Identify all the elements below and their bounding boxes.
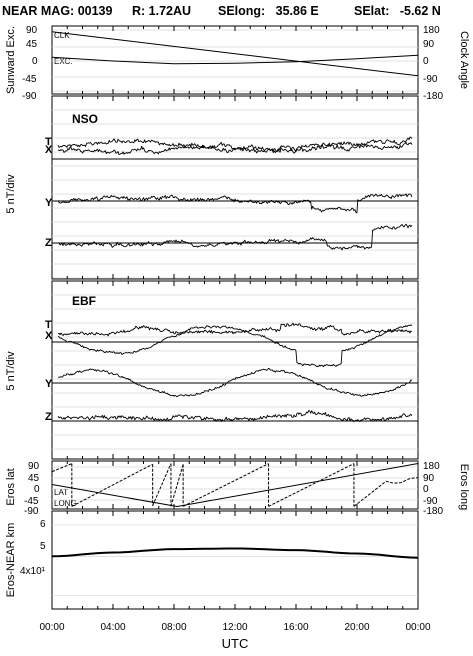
- position-series-line-long-5: [268, 463, 355, 507]
- position-series-line-long-6: [353, 477, 419, 507]
- distance-series-line: [51, 547, 419, 559]
- ebf-trace-t: [57, 322, 413, 337]
- ebf-trace-x: [57, 324, 413, 368]
- header-selong: SElong: 35.86 E: [218, 4, 319, 18]
- x-axis-label: UTC: [222, 636, 249, 651]
- position-series-label-lat: LAT: [54, 488, 68, 497]
- sunward-series-line-exc: [51, 54, 419, 65]
- position-series-line-long-4: [182, 463, 269, 507]
- distance-ylabel: Eros-NEAR km: [5, 523, 17, 598]
- nso-channel-t: T: [45, 136, 52, 148]
- sunward-ytick-left-1: 45: [26, 39, 38, 50]
- ebf-channel-y: Y: [45, 378, 53, 390]
- header-r: R: 1.72AU: [132, 4, 191, 18]
- ebf-trace-y: [58, 368, 413, 398]
- nso-channel-z: Z: [45, 237, 52, 249]
- nso-trace-x: [57, 141, 413, 155]
- position-series-line-long-2: [152, 463, 172, 506]
- position-ytick-right-2: 0: [423, 484, 429, 495]
- sunward-ylabel-left: Sunward Exc.: [5, 26, 17, 94]
- panel-nso-frame: [51, 95, 419, 280]
- distance-ytick-0: 6: [40, 519, 46, 530]
- ebf-plot: [51, 281, 419, 459]
- position-series-line-long-1: [71, 463, 153, 507]
- sunward-series-label-clk: CLK: [54, 31, 70, 40]
- sunward-ytick-right-1: 90: [423, 39, 435, 50]
- position-ylabel-left: Eros lat: [5, 468, 17, 505]
- sunward-series-label-exc: EXC.: [54, 57, 73, 66]
- ebf-trace-z: [57, 410, 413, 423]
- x-tick-label-3: 12:00: [222, 622, 247, 633]
- nso-channel-y: Y: [45, 197, 53, 209]
- position-ytick-right-0: 180: [423, 461, 440, 472]
- sunward-ytick-right-0: 180: [423, 25, 440, 36]
- x-tick-label-0: 00:00: [39, 622, 64, 633]
- nso-ylabel: 5 nT/div: [5, 174, 17, 214]
- distance-ytick-1: 5: [40, 541, 46, 552]
- sunward-ytick-right-2: 0: [423, 56, 429, 67]
- position-ytick-right-3: -90: [423, 496, 438, 507]
- ebf-panel-name: EBF: [72, 294, 96, 308]
- position-ytick-left-4: -90: [24, 506, 39, 517]
- sunward-ytick-left-3: -45: [22, 74, 37, 85]
- sunward-ylabel-right: Clock Angle: [458, 31, 470, 89]
- sunward-ytick-right-4: -180: [423, 91, 443, 102]
- panel-sunward-frame: [51, 25, 419, 95]
- distance-ytick-2: 4x10¹: [20, 566, 46, 577]
- x-tick-label-4: 16:00: [283, 622, 308, 633]
- ebf-channel-t: T: [45, 319, 52, 331]
- header-selat: SElat: -5.62 N: [354, 4, 441, 18]
- nso-trace-z: [57, 223, 413, 251]
- position-series-line-long-0: [51, 463, 72, 473]
- ebf-channel-x: X: [45, 330, 53, 342]
- sunward-ytick-left-4: -90: [22, 91, 37, 102]
- position-series-line-long-3: [170, 464, 184, 507]
- panel-distance-frame: [51, 510, 419, 610]
- x-tick-label-5: 20:00: [344, 622, 369, 633]
- x-tick-label-2: 08:00: [161, 622, 186, 633]
- x-tick-label-6: 00:00: [405, 622, 430, 633]
- sunward-plot: [51, 26, 419, 94]
- ebf-ylabel: 5 nT/div: [5, 351, 17, 391]
- position-ytick-right-1: 90: [423, 473, 435, 484]
- nso-trace-t: [57, 136, 413, 154]
- sunward-ytick-right-3: -90: [423, 74, 438, 85]
- position-series-label-long: LONG: [54, 499, 77, 508]
- ebf-channel-z: Z: [45, 411, 52, 423]
- sunward-ytick-left-2: 0: [32, 56, 38, 67]
- position-ytick-right-4: -180: [423, 506, 443, 517]
- x-tick-label-1: 04:00: [100, 622, 125, 633]
- position-ytick-left-2: 0: [34, 484, 40, 495]
- position-ylabel-right: Eros long: [458, 464, 470, 510]
- nso-channel-x: X: [45, 144, 53, 156]
- sunward-ytick-left-0: 90: [26, 25, 38, 36]
- panel-position-frame: [51, 460, 419, 510]
- nso-trace-y: [57, 193, 413, 214]
- nso-plot: [51, 96, 419, 279]
- position-ytick-left-3: -45: [24, 496, 39, 507]
- position-ytick-left-1: 45: [28, 473, 40, 484]
- distance-plot: [51, 511, 419, 609]
- sunward-series-line-clk: [51, 31, 419, 77]
- header-title: NEAR MAG: 00139: [2, 4, 112, 18]
- panel-ebf-frame: [51, 280, 419, 460]
- position-plot: [51, 461, 419, 509]
- position-ytick-left-0: 90: [28, 461, 40, 472]
- nso-panel-name: NSO: [72, 112, 98, 126]
- position-series-line-lat: [51, 463, 419, 507]
